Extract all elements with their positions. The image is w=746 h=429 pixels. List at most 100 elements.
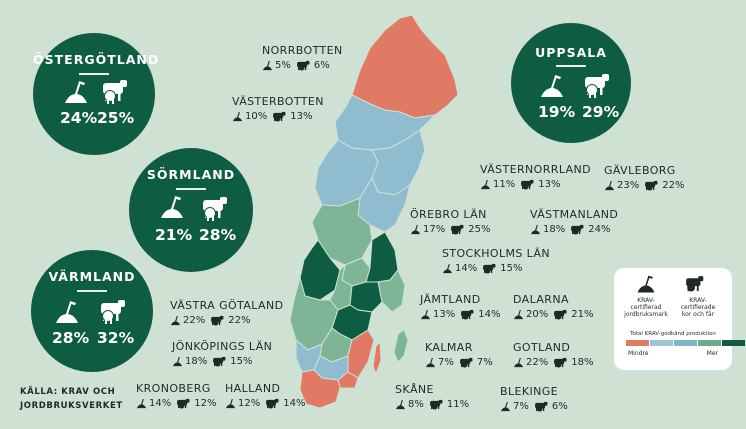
cow-sheep-icon: [103, 80, 127, 104]
cow-sheep-icon: [101, 300, 125, 324]
map-region-vasternorrland: [371, 129, 426, 196]
cow-sheep-icon: [213, 356, 226, 367]
region-name: SKÅNE: [395, 383, 434, 396]
region-label-norrbotten: NORRBOTTEN 5% 6%: [262, 44, 343, 72]
cows-percent: 15%: [230, 356, 253, 367]
soil-percent: 18%: [185, 356, 208, 367]
soil-shovel-icon: [442, 263, 453, 274]
legend-scale-title: Total KRAV-godkänd produktion: [630, 331, 716, 337]
badge-cows-percent: 29%: [582, 103, 620, 121]
cow-sheep-icon: [461, 309, 474, 320]
region-name: JÖNKÖPINGS LÄN: [172, 340, 273, 353]
region-label-kronoberg: KRONOBERG 14% 12%: [136, 382, 216, 410]
cow-sheep-icon: [429, 399, 443, 410]
cows-percent: 6%: [551, 401, 568, 412]
source-note: KÄLLA: KRAV OCH JORDBRUKSVERKET: [20, 385, 123, 413]
soil-percent: 5%: [275, 60, 291, 71]
soil-shovel-icon: [232, 111, 243, 122]
soil-percent: 22%: [183, 315, 206, 326]
soil-shovel-icon: [136, 398, 147, 409]
soil-shovel-icon: [637, 275, 655, 293]
badge-varmland: VÄRMLAND 28% 32%: [31, 250, 153, 372]
region-name: JÄMTLAND: [420, 293, 481, 306]
soil-shovel-icon: [65, 81, 87, 103]
cow-sheep-icon: [554, 309, 567, 320]
region-name: KRONOBERG: [136, 382, 211, 395]
cows-percent: 21%: [571, 309, 594, 320]
badge-uppsala: UPPSALA 19% 29%: [511, 23, 631, 143]
cow-sheep-icon: [296, 60, 310, 71]
cows-percent: 7%: [476, 357, 493, 368]
cows-percent: 18%: [571, 357, 594, 368]
region-name: STOCKHOLMS LÄN: [442, 247, 551, 260]
soil-percent: 20%: [526, 309, 549, 320]
badge-title: UPPSALA: [535, 45, 607, 60]
region-label-gotland: GOTLAND 22% 18%: [513, 341, 593, 369]
region-label-halland: HALLAND 12% 14%: [225, 382, 305, 410]
soil-percent: 7%: [438, 357, 454, 368]
region-label-vastra-gotaland: VÄSTRA GÖTALAND 22% 22%: [170, 299, 283, 327]
legend-line: kor och får: [681, 311, 715, 318]
soil-shovel-icon: [161, 196, 183, 218]
cows-percent: 12%: [194, 398, 217, 409]
legend-swatch: [698, 340, 721, 346]
badge-divider: [176, 188, 206, 190]
cows-percent: 13%: [290, 111, 313, 122]
region-label-vasternorrland: VÄSTERNORRLAND 11% 13%: [480, 163, 591, 191]
region-name: VÄSTERNORRLAND: [480, 163, 592, 176]
soil-shovel-icon: [56, 301, 78, 323]
map-region-gotland: [393, 329, 409, 363]
soil-percent: 22%: [526, 357, 549, 368]
badge-title: ÖSTERGÖTLAND: [33, 52, 160, 67]
badge-divider: [556, 65, 586, 67]
legend: KRAV- certifierad jordbruksmark KRAV- ce…: [614, 268, 745, 370]
cow-sheep-icon: [459, 357, 473, 368]
cow-sheep-icon: [483, 263, 496, 274]
region-name: VÄSTRA GÖTALAND: [170, 299, 284, 312]
soil-shovel-icon: [513, 357, 524, 368]
soil-shovel-icon: [541, 75, 563, 97]
cows-percent: 14%: [283, 398, 306, 409]
map-region-stockholm: [377, 269, 406, 313]
region-label-jamtland: JÄMTLAND 13% 14%: [420, 293, 500, 321]
region-label-dalarna: DALARNA 20% 21%: [513, 293, 593, 321]
soil-percent: 18%: [543, 224, 566, 235]
cow-sheep-icon: [211, 315, 224, 326]
region-label-jonkoping: JÖNKÖPINGS LÄN 18% 15%: [172, 340, 272, 368]
soil-shovel-icon: [262, 60, 273, 71]
cow-sheep-icon: [571, 224, 584, 235]
region-name: BLEKINGE: [500, 385, 558, 398]
region-label-skane: SKÅNE 8% 11%: [395, 383, 469, 411]
legend-soil-label: KRAV- certifierad jordbruksmark: [622, 297, 670, 318]
badge-soil-percent: 19%: [538, 103, 576, 121]
cows-percent: 15%: [500, 263, 523, 274]
map-region-varmland: [299, 239, 341, 301]
soil-shovel-icon: [500, 401, 511, 412]
map-region-oland: [372, 340, 382, 376]
badge-soil-percent: 21%: [155, 226, 193, 244]
source-line: JORDBRUKSVERKET: [20, 401, 123, 411]
badge-cows-percent: 25%: [97, 109, 135, 127]
region-name: GOTLAND: [513, 341, 571, 354]
cows-percent: 24%: [588, 224, 611, 235]
cow-sheep-icon: [273, 111, 286, 122]
cow-sheep-icon: [554, 357, 567, 368]
legend-line: KRAV-: [689, 297, 707, 304]
cow-sheep-icon: [521, 179, 534, 190]
map-region-skane: [299, 369, 341, 409]
legend-line: KRAV-: [637, 297, 655, 304]
legend-line: certifierad: [630, 304, 662, 311]
region-label-gavleborg: GÄVLEBORG 23% 22%: [604, 164, 684, 192]
region-label-blekinge: BLEKINGE 7% 6%: [500, 385, 568, 413]
cow-sheep-icon: [534, 401, 548, 412]
region-label-vastmanland: VÄSTMANLAND 18% 24%: [530, 208, 618, 236]
soil-shovel-icon: [604, 180, 615, 191]
legend-line: certifierade: [680, 304, 716, 311]
cow-sheep-icon: [585, 74, 609, 98]
region-name: VÄSTMANLAND: [530, 208, 619, 221]
region-name: VÄSTERBOTTEN: [232, 95, 324, 108]
soil-percent: 10%: [245, 111, 268, 122]
soil-shovel-icon: [172, 356, 183, 367]
